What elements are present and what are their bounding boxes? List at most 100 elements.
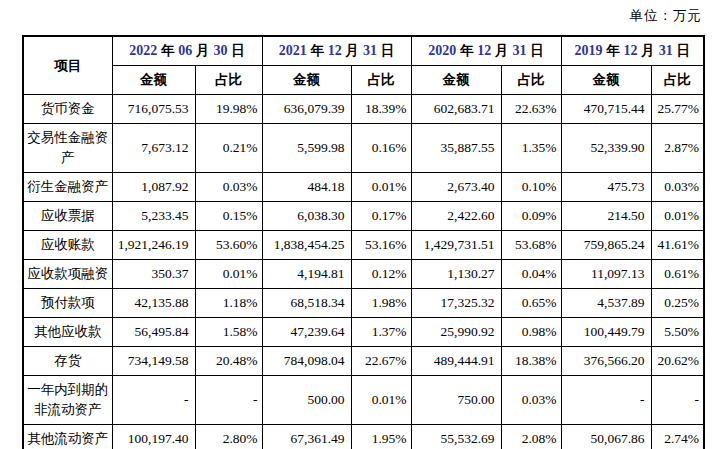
ratio-cell: 0.98%	[501, 318, 561, 347]
amount-cell: 1,087.92	[112, 173, 195, 202]
ratio-cell: 1.18%	[195, 289, 262, 318]
item-cell: 应收票据	[23, 202, 112, 231]
ratio-cell: 22.63%	[501, 95, 561, 124]
ratio-cell: 2.80%	[195, 425, 262, 449]
amount-cell: 470,715.44	[561, 95, 651, 124]
amount-cell: 55,532.69	[411, 425, 501, 449]
ratio-cell: 1.58%	[195, 318, 262, 347]
ratio-cell: 0.09%	[501, 202, 561, 231]
date-number: 12	[624, 43, 638, 58]
item-cell: 其他流动资产	[23, 425, 112, 449]
amount-header: 金额	[561, 66, 651, 95]
amount-cell: -	[561, 376, 651, 425]
amount-cell: 5,233.45	[112, 202, 195, 231]
ratio-cell: 18.39%	[351, 95, 411, 124]
amount-cell: 734,149.58	[112, 347, 195, 376]
table-row: 其他应收款56,495.841.58%47,239.641.37%25,990.…	[23, 318, 704, 347]
date-number: 31	[363, 43, 377, 58]
period-header: 2019 年 12 月 31 日	[561, 36, 704, 66]
amount-cell: 25,990.92	[411, 318, 501, 347]
amount-cell: -	[112, 376, 195, 425]
amount-cell: 56,495.84	[112, 318, 195, 347]
ratio-cell: 19.98%	[195, 95, 262, 124]
amount-header: 金额	[262, 66, 351, 95]
amount-cell: 750.00	[411, 376, 501, 425]
table-row: 应收款项融资350.370.01%4,194.810.12%1,130.270.…	[23, 260, 704, 289]
amount-cell: 784,098.04	[262, 347, 351, 376]
amount-cell: 489,444.91	[411, 347, 501, 376]
table-row: 应收账款1,921,246.1953.60%1,838,454.2553.16%…	[23, 231, 704, 260]
date-number: 12	[477, 43, 491, 58]
ratio-cell: 0.12%	[351, 260, 411, 289]
amount-cell: 4,194.81	[262, 260, 351, 289]
amount-cell: 100,449.79	[561, 318, 651, 347]
amount-cell: 11,097.13	[561, 260, 651, 289]
item-cell: 交易性金融资产	[23, 124, 112, 173]
item-cell: 应收款项融资	[23, 260, 112, 289]
ratio-cell: 1.98%	[351, 289, 411, 318]
amount-cell: 17,325.32	[411, 289, 501, 318]
ratio-cell: 20.48%	[195, 347, 262, 376]
ratio-cell: 25.77%	[651, 95, 704, 124]
table-row: 存货734,149.5820.48%784,098.0422.67%489,44…	[23, 347, 704, 376]
ratio-cell: 2.08%	[501, 425, 561, 449]
amount-cell: 602,683.71	[411, 95, 501, 124]
amount-cell: 52,339.90	[561, 124, 651, 173]
financial-table: 项目 2022 年 06 月 30 日 2021 年 12 月 31 日 202…	[22, 35, 705, 449]
ratio-cell: 0.61%	[651, 260, 704, 289]
ratio-cell: 2.74%	[651, 425, 704, 449]
amount-cell: 67,361.49	[262, 425, 351, 449]
unit-label: 单位：万元	[630, 7, 703, 25]
ratio-cell: 0.16%	[351, 124, 411, 173]
ratio-cell: 0.01%	[351, 173, 411, 202]
ratio-cell: 53.68%	[501, 231, 561, 260]
item-cell: 存货	[23, 347, 112, 376]
ratio-cell: 41.61%	[651, 231, 704, 260]
date-number: 31	[659, 43, 673, 58]
item-cell: 其他应收款	[23, 318, 112, 347]
amount-cell: 716,075.53	[112, 95, 195, 124]
ratio-cell: 2.87%	[651, 124, 704, 173]
date-number: 30	[213, 43, 227, 58]
ratio-cell: 0.03%	[651, 173, 704, 202]
amount-cell: 100,197.40	[112, 425, 195, 449]
ratio-cell: 0.03%	[195, 173, 262, 202]
ratio-cell: 0.01%	[351, 376, 411, 425]
ratio-cell: 53.16%	[351, 231, 411, 260]
table-row: 预付款项42,135.881.18%68,518.341.98%17,325.3…	[23, 289, 704, 318]
amount-cell: 6,038.30	[262, 202, 351, 231]
amount-cell: 376,566.20	[561, 347, 651, 376]
amount-cell: 1,130.27	[411, 260, 501, 289]
amount-cell: 475.73	[561, 173, 651, 202]
date-number: 06	[178, 43, 192, 58]
item-cell: 一年内到期的非流动资产	[23, 376, 112, 425]
ratio-cell: 1.35%	[501, 124, 561, 173]
ratio-cell: -	[195, 376, 262, 425]
ratio-header: 占比	[651, 66, 704, 95]
period-header: 2020 年 12 月 31 日	[411, 36, 561, 66]
ratio-cell: 0.01%	[195, 260, 262, 289]
table-row: 货币资金716,075.5319.98%636,079.3918.39%602,…	[23, 95, 704, 124]
item-cell: 货币资金	[23, 95, 112, 124]
ratio-cell: 1.95%	[351, 425, 411, 449]
ratio-cell: 5.50%	[651, 318, 704, 347]
date-number: 2020	[428, 43, 456, 58]
ratio-cell: 0.10%	[501, 173, 561, 202]
amount-cell: 1,429,731.51	[411, 231, 501, 260]
amount-cell: 1,838,454.25	[262, 231, 351, 260]
date-number: 2022	[129, 43, 157, 58]
ratio-cell: 20.62%	[651, 347, 704, 376]
header-row-measures: 金额 占比 金额 占比 金额 占比 金额 占比	[23, 66, 704, 95]
amount-cell: 484.18	[262, 173, 351, 202]
amount-cell: 7,673.12	[112, 124, 195, 173]
amount-cell: 2,422.60	[411, 202, 501, 231]
table-row: 其他流动资产100,197.402.80%67,361.491.95%55,53…	[23, 425, 704, 449]
item-cell: 预付款项	[23, 289, 112, 318]
ratio-cell: 0.65%	[501, 289, 561, 318]
amount-cell: 35,887.55	[411, 124, 501, 173]
table-body: 货币资金716,075.5319.98%636,079.3918.39%602,…	[23, 95, 704, 449]
ratio-cell: 22.67%	[351, 347, 411, 376]
ratio-header: 占比	[195, 66, 262, 95]
item-cell: 衍生金融资产	[23, 173, 112, 202]
date-number: 2021	[279, 43, 307, 58]
